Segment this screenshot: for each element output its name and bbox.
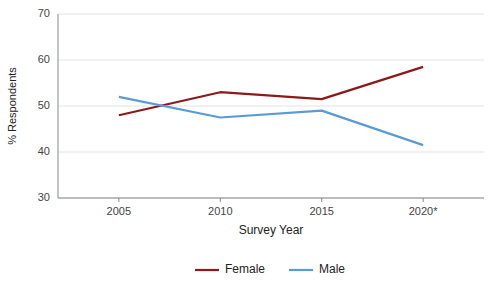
- lines: [119, 67, 423, 145]
- grid-line: [58, 60, 484, 61]
- y-tick-label: 30: [38, 191, 50, 203]
- x-tick-label: 2020*: [409, 205, 438, 217]
- y-axis-title: % Respondents: [6, 67, 18, 145]
- series-line: [119, 67, 423, 115]
- legend-swatch: [195, 269, 219, 271]
- chart: 30 40 50 60 70 2005 2010 2015 2020* Survey Year % …: [0, 0, 500, 290]
- legend-label: Male: [319, 262, 345, 276]
- grid-line: [58, 198, 484, 199]
- x-tick-label: 2015: [309, 205, 333, 217]
- x-tick-label: 2005: [107, 205, 131, 217]
- legend-label: Female: [225, 262, 265, 276]
- grid-line: [58, 106, 484, 107]
- y-grid: [58, 14, 484, 198]
- x-tick: [423, 198, 424, 202]
- legend-swatch: [289, 269, 313, 271]
- y-tick-label: 50: [38, 99, 50, 111]
- x-tick: [321, 198, 322, 202]
- y-tick-label: 70: [38, 7, 50, 19]
- y-tick-label: 60: [38, 53, 50, 65]
- grid-line: [58, 14, 484, 15]
- x-axis-title: Survey Year: [239, 223, 304, 237]
- series-line: [119, 97, 423, 145]
- y-tick-label: 40: [38, 145, 50, 157]
- x-tick: [118, 198, 119, 202]
- legend: Female Male: [195, 262, 345, 276]
- x-tick-label: 2010: [208, 205, 232, 217]
- x-tick: [220, 198, 221, 202]
- x-axis-line: [58, 198, 484, 199]
- y-axis-line: [58, 14, 59, 198]
- grid-line: [58, 152, 484, 153]
